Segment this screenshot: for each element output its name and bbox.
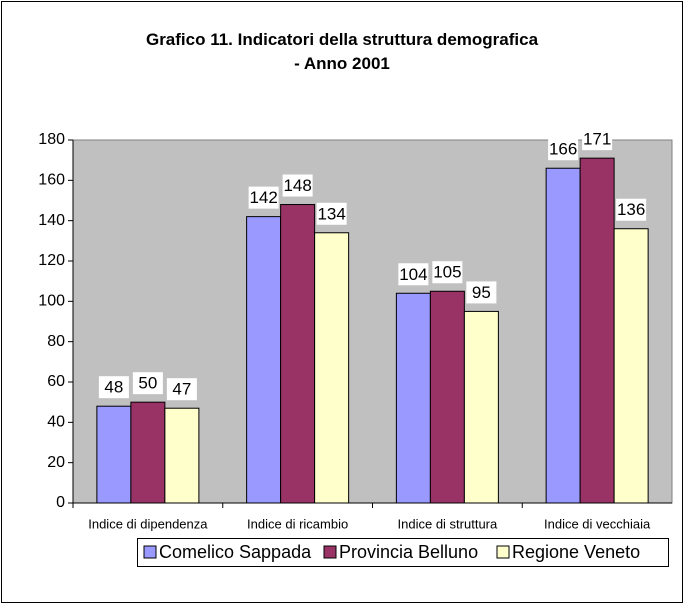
data-label-bg: [282, 174, 313, 197]
chart-title: Grafico 11. Indicatori della struttura d…: [145, 30, 539, 73]
data-label-bg: [248, 186, 279, 209]
data-label: 148: [283, 176, 311, 195]
bar: [246, 216, 282, 504]
bar: [463, 310, 499, 504]
bar: [545, 167, 581, 504]
data-label: 142: [249, 188, 277, 207]
bar: [395, 292, 431, 504]
y-tick-label: 60: [47, 373, 65, 390]
bar: [164, 407, 200, 504]
data-label-bg: [432, 261, 463, 284]
data-label-bg: [466, 281, 497, 304]
y-tick-label: 160: [38, 172, 65, 189]
bar: [429, 290, 465, 504]
y-tick-label: 80: [47, 333, 65, 350]
bar: [613, 228, 649, 504]
data-label: 47: [172, 380, 191, 399]
bar: [579, 157, 615, 504]
data-label-bg: [166, 378, 197, 401]
data-label: 95: [472, 283, 491, 302]
data-label: 136: [617, 200, 645, 219]
x-tick-label: Indice di vecchiaia: [544, 516, 651, 531]
bar: [314, 232, 350, 504]
legend-box: [137, 538, 669, 567]
x-tick-label: Indice di ricambio: [247, 516, 348, 531]
y-tick-label: 20: [47, 454, 65, 471]
data-label: 48: [104, 378, 123, 397]
data-label-bg: [98, 376, 129, 399]
data-label: 104: [399, 265, 427, 284]
bar: [280, 204, 316, 504]
data-label: 166: [549, 140, 577, 159]
legend-swatch: [143, 545, 157, 559]
data-label: 50: [138, 374, 157, 393]
legend-swatch: [323, 545, 337, 559]
data-label-bg: [132, 372, 163, 395]
y-tick-label: 180: [38, 131, 65, 148]
y-tick-label: 120: [38, 252, 65, 269]
bar: [130, 401, 166, 504]
y-tick-label: 0: [56, 494, 65, 511]
data-label-bg: [616, 198, 647, 221]
data-label-bg: [316, 202, 347, 225]
legend-swatch: [496, 545, 510, 559]
bar: [96, 405, 132, 504]
y-tick-label: 100: [38, 293, 65, 310]
y-tick-label: 40: [47, 414, 65, 431]
legend-label: Regione Veneto: [512, 542, 640, 562]
x-tick-label: Indice di dipendenza: [88, 516, 208, 531]
data-label: 105: [433, 263, 461, 282]
data-label: 134: [317, 204, 345, 223]
data-label: 171: [583, 130, 611, 149]
y-tick-label: 140: [38, 212, 65, 229]
data-label-bg: [548, 138, 579, 161]
data-label-bg: [398, 263, 429, 286]
legend-label: Comelico Sappada: [159, 542, 312, 562]
x-tick-label: Indice di struttura: [398, 516, 498, 531]
data-label-bg: [582, 128, 613, 151]
legend-label: Provincia Belluno: [339, 542, 478, 562]
